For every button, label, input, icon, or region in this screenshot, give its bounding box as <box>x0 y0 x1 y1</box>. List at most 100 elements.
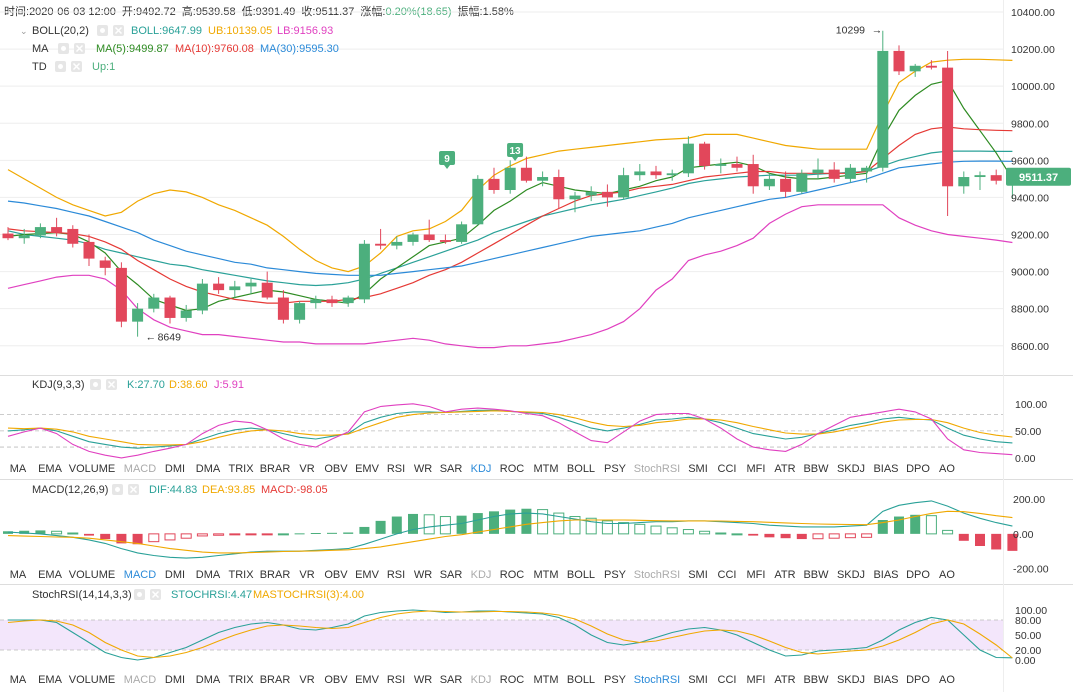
indicator-tab-macd[interactable]: MACD <box>124 674 156 686</box>
close-icon[interactable] <box>128 484 139 495</box>
indicator-tab-ao[interactable]: AO <box>939 674 955 686</box>
close-icon[interactable] <box>74 43 85 54</box>
indicator-tab-dma[interactable]: DMA <box>196 674 221 686</box>
settings-icon[interactable] <box>90 379 101 390</box>
close-icon[interactable] <box>113 25 124 36</box>
indicator-tab-ema[interactable]: EMA <box>38 674 63 686</box>
indicator-tab-psy[interactable]: PSY <box>604 569 627 581</box>
indicator-tab-bbw[interactable]: BBW <box>803 674 829 686</box>
indicator-tab-ao[interactable]: AO <box>939 569 955 581</box>
indicator-tab-mtm[interactable]: MTM <box>533 569 558 581</box>
indicator-tab-emv[interactable]: EMV <box>355 569 380 581</box>
chevron-down-icon[interactable]: ⌄ <box>20 26 28 36</box>
indicator-tab-dma[interactable]: DMA <box>196 463 221 475</box>
indicator-tab-sar[interactable]: SAR <box>440 463 463 475</box>
indicator-tab-obv[interactable]: OBV <box>324 569 348 581</box>
indicator-tab-wr[interactable]: WR <box>414 463 432 475</box>
indicator-tab-sar[interactable]: SAR <box>440 674 463 686</box>
indicator-tab-macd[interactable]: MACD <box>124 569 156 581</box>
indicator-tab-psy[interactable]: PSY <box>604 463 627 475</box>
indicator-tab-dpo[interactable]: DPO <box>906 569 930 581</box>
indicator-tab-dpo[interactable]: DPO <box>906 463 930 475</box>
indicator-tab-emv[interactable]: EMV <box>355 674 380 686</box>
indicator-tab-rsi[interactable]: RSI <box>387 569 405 581</box>
indicator-tab-rsi[interactable]: RSI <box>387 674 405 686</box>
indicator-tab-brar[interactable]: BRAR <box>260 463 291 475</box>
settings-icon[interactable] <box>112 484 123 495</box>
indicator-tab-vr[interactable]: VR <box>299 463 314 475</box>
indicator-tab-boll[interactable]: BOLL <box>567 569 595 581</box>
indicator-tab-cci[interactable]: CCI <box>718 569 737 581</box>
indicator-tab-dpo[interactable]: DPO <box>906 674 930 686</box>
indicator-tab-wr[interactable]: WR <box>414 674 432 686</box>
settings-icon[interactable] <box>58 43 69 54</box>
indicator-tab-skdj[interactable]: SKDJ <box>837 674 865 686</box>
indicator-tab-brar[interactable]: BRAR <box>260 569 291 581</box>
indicator-tab-bbw[interactable]: BBW <box>803 569 829 581</box>
close-icon[interactable] <box>106 379 117 390</box>
indicator-tab-roc[interactable]: ROC <box>500 463 525 475</box>
indicator-tab-volume[interactable]: VOLUME <box>69 463 115 475</box>
settings-icon[interactable] <box>97 25 108 36</box>
indicator-tab-skdj[interactable]: SKDJ <box>837 463 865 475</box>
indicator-tab-bias[interactable]: BIAS <box>873 569 898 581</box>
indicator-tab-sar[interactable]: SAR <box>440 569 463 581</box>
indicator-tab-dmi[interactable]: DMI <box>165 463 185 475</box>
indicator-tab-vr[interactable]: VR <box>299 674 314 686</box>
indicator-tab-mtm[interactable]: MTM <box>533 674 558 686</box>
indicator-tab-kdj[interactable]: KDJ <box>471 463 492 475</box>
indicator-tab-ma[interactable]: MA <box>10 463 27 475</box>
indicator-tab-roc[interactable]: ROC <box>500 569 525 581</box>
indicator-tab-skdj[interactable]: SKDJ <box>837 569 865 581</box>
indicator-tab-ma[interactable]: MA <box>10 674 27 686</box>
indicator-tab-ema[interactable]: EMA <box>38 463 63 475</box>
close-icon[interactable] <box>71 61 82 72</box>
indicator-tab-mfi[interactable]: MFI <box>747 569 766 581</box>
indicator-tab-bias[interactable]: BIAS <box>873 674 898 686</box>
indicator-tab-kdj[interactable]: KDJ <box>471 569 492 581</box>
indicator-tab-ao[interactable]: AO <box>939 463 955 475</box>
indicator-tab-atr[interactable]: ATR <box>774 569 795 581</box>
indicator-tab-ma[interactable]: MA <box>10 569 27 581</box>
indicator-tab-boll[interactable]: BOLL <box>567 674 595 686</box>
indicator-tab-bias[interactable]: BIAS <box>873 463 898 475</box>
close-icon[interactable] <box>150 589 161 600</box>
indicator-tab-trix[interactable]: TRIX <box>228 463 254 475</box>
indicator-tab-cci[interactable]: CCI <box>718 674 737 686</box>
indicator-tab-smi[interactable]: SMI <box>688 674 708 686</box>
indicator-tab-trix[interactable]: TRIX <box>228 569 254 581</box>
indicator-tab-dmi[interactable]: DMI <box>165 674 185 686</box>
indicator-tab-stochrsi[interactable]: StochRSI <box>634 674 680 686</box>
indicator-tab-cci[interactable]: CCI <box>718 463 737 475</box>
indicator-tab-obv[interactable]: OBV <box>324 674 348 686</box>
indicator-tab-smi[interactable]: SMI <box>688 569 708 581</box>
indicator-tab-trix[interactable]: TRIX <box>228 674 254 686</box>
indicator-tab-brar[interactable]: BRAR <box>260 674 291 686</box>
indicator-tab-atr[interactable]: ATR <box>774 463 795 475</box>
indicator-tab-mtm[interactable]: MTM <box>533 463 558 475</box>
indicator-tab-macd[interactable]: MACD <box>124 463 156 475</box>
indicator-tab-emv[interactable]: EMV <box>355 463 380 475</box>
indicator-tab-stochrsi[interactable]: StochRSI <box>634 463 680 475</box>
indicator-tab-wr[interactable]: WR <box>414 569 432 581</box>
indicator-tab-mfi[interactable]: MFI <box>747 463 766 475</box>
indicator-tab-boll[interactable]: BOLL <box>567 463 595 475</box>
indicator-tab-smi[interactable]: SMI <box>688 463 708 475</box>
indicator-tab-dma[interactable]: DMA <box>196 569 221 581</box>
indicator-tab-mfi[interactable]: MFI <box>747 674 766 686</box>
indicator-tab-kdj[interactable]: KDJ <box>471 674 492 686</box>
indicator-tab-dmi[interactable]: DMI <box>165 569 185 581</box>
indicator-tab-volume[interactable]: VOLUME <box>69 569 115 581</box>
indicator-tab-obv[interactable]: OBV <box>324 463 348 475</box>
indicator-tab-atr[interactable]: ATR <box>774 674 795 686</box>
indicator-tab-rsi[interactable]: RSI <box>387 463 405 475</box>
indicator-tab-volume[interactable]: VOLUME <box>69 674 115 686</box>
indicator-tab-bbw[interactable]: BBW <box>803 463 829 475</box>
indicator-tab-vr[interactable]: VR <box>299 569 314 581</box>
indicator-tab-stochrsi[interactable]: StochRSI <box>634 569 680 581</box>
indicator-tab-ema[interactable]: EMA <box>38 569 63 581</box>
indicator-tab-roc[interactable]: ROC <box>500 674 525 686</box>
indicator-tab-psy[interactable]: PSY <box>604 674 627 686</box>
settings-icon[interactable] <box>55 61 66 72</box>
settings-icon[interactable] <box>134 589 145 600</box>
